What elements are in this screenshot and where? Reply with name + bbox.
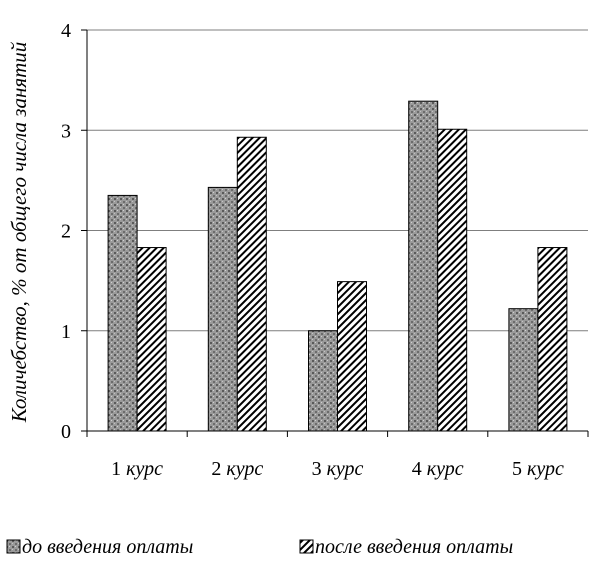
x-category-label: 2 курс <box>211 458 263 480</box>
legend-label: после введения оплаты <box>315 536 513 558</box>
bar-before <box>508 308 539 432</box>
y-tick-label: 4 <box>61 20 71 42</box>
y-tick-label: 1 <box>61 321 71 343</box>
bar-after <box>537 247 568 432</box>
bar-after <box>337 281 367 432</box>
bar-after <box>437 128 468 432</box>
y-tick-labels: 0 1 2 3 4 <box>61 20 87 443</box>
legend-label: до введения оплаты <box>22 536 193 558</box>
x-category-label: 4 курс <box>412 458 464 480</box>
y-axis-label: Количебство, % от общего числа занятий <box>7 41 31 423</box>
bar-after <box>236 136 267 432</box>
x-category-label: 5 курс <box>512 458 564 480</box>
x-category-label: 3 курс <box>312 458 364 480</box>
bar-before <box>308 330 338 432</box>
x-category-labels: 1 курс 2 курс 3 курс 4 курс 5 курс <box>111 458 564 480</box>
x-category-label: 1 курс <box>111 458 163 480</box>
y-tick-label: 3 <box>61 120 71 142</box>
y-tick-label: 0 <box>61 421 71 443</box>
bars <box>107 100 568 432</box>
bar-after <box>136 247 167 432</box>
legend: до введения оплаты после введения оплаты <box>6 536 513 558</box>
bar-before <box>207 186 238 432</box>
bar-before <box>107 194 138 432</box>
y-tick-label: 2 <box>61 221 71 243</box>
legend-swatch <box>6 539 21 554</box>
bar-before <box>408 100 439 432</box>
legend-swatch <box>299 539 314 554</box>
